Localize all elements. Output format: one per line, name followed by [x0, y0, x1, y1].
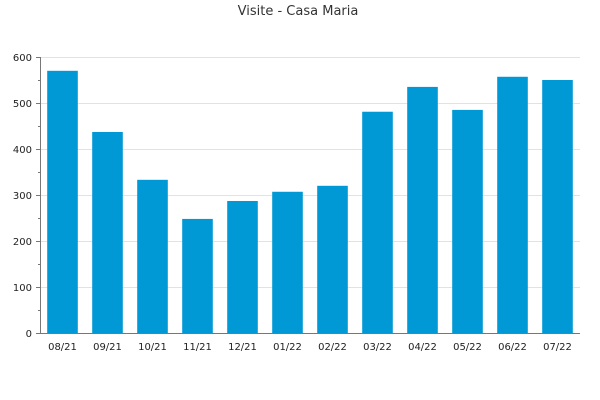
x-tick-label: 05/22 — [453, 342, 482, 353]
bar-04-22 — [407, 86, 438, 334]
x-tick-label: 06/22 — [498, 342, 527, 353]
x-tick-label: 12/21 — [228, 342, 257, 353]
bar-11-21 — [182, 218, 213, 333]
y-axis-labels: 0 100 200 300 400 500 600 — [13, 53, 32, 340]
x-tick-label: 07/22 — [543, 342, 572, 353]
chart-title: Visite - Casa Maria — [238, 4, 359, 19]
y-tick-label: 300 — [13, 191, 32, 202]
bar-08-21 — [47, 70, 78, 334]
y-tick-label: 0 — [26, 329, 32, 340]
y-tick-label: 200 — [13, 237, 32, 248]
bar-07-22 — [542, 80, 573, 333]
x-tick-label: 03/22 — [363, 342, 392, 353]
x-tick-label: 08/21 — [48, 342, 77, 353]
bar-09-21 — [92, 131, 123, 333]
x-tick-label: 11/21 — [183, 342, 212, 353]
x-axis-labels: 08/21 09/21 10/21 11/21 12/21 01/22 02/22 03/22… — [48, 342, 572, 353]
bar-02-22 — [317, 185, 348, 333]
bar-10-21 — [137, 179, 168, 333]
x-tick-label: 04/22 — [408, 342, 437, 353]
y-tick-label: 600 — [13, 53, 32, 64]
y-tick-label: 500 — [13, 99, 32, 110]
bar-05-22 — [452, 109, 483, 334]
bar-12-21 — [227, 200, 258, 333]
x-tick-label: 10/21 — [138, 342, 167, 353]
x-tick-label: 09/21 — [93, 342, 122, 353]
bars-group — [47, 70, 573, 334]
grid-lines — [40, 57, 580, 288]
axes-group — [36, 57, 580, 334]
y-tick-label: 400 — [13, 145, 32, 156]
bar-03-22 — [362, 111, 393, 334]
bar-01-22 — [272, 191, 303, 333]
y-tick-label: 100 — [13, 283, 32, 294]
x-tick-label: 01/22 — [273, 342, 302, 353]
bar-06-22 — [497, 76, 528, 333]
x-tick-label: 02/22 — [318, 342, 347, 353]
